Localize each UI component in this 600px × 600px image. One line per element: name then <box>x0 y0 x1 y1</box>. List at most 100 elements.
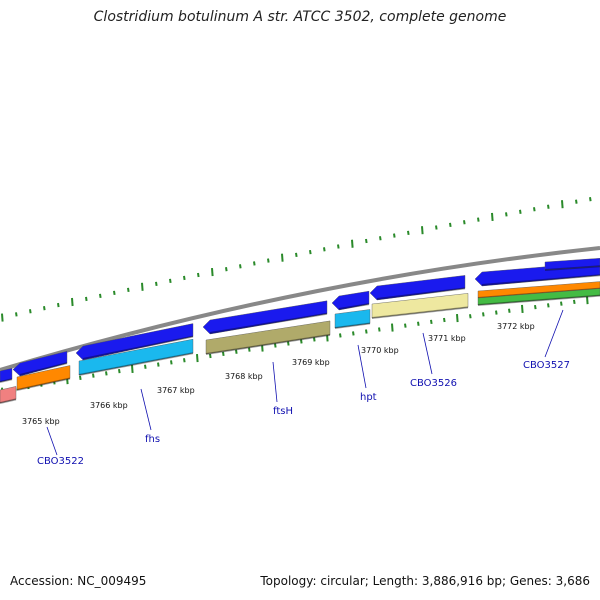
ruler-tick-label: 3766 kbp <box>90 401 128 410</box>
gc-tick <box>449 222 452 227</box>
gene-label[interactable]: hpt <box>360 392 377 403</box>
gc-tick <box>573 299 576 305</box>
gene-labels[interactable]: CBO3522 fhs ftsH hpt CBO3526 CBO3527 <box>37 309 570 467</box>
gene-ftsH-shade <box>205 333 331 355</box>
cds-2[interactable] <box>12 350 68 377</box>
gc-tick <box>521 304 524 314</box>
ruler-tick-label: 3772 kbp <box>497 322 535 331</box>
gc-tick <box>274 343 277 348</box>
cds-4[interactable] <box>202 300 328 335</box>
cds-1-shade <box>0 378 13 383</box>
gene-fhs[interactable] <box>78 338 194 376</box>
gc-tick <box>430 319 433 324</box>
gc-tick <box>407 230 410 236</box>
gc-tick <box>365 238 368 244</box>
gene-leader-line <box>140 388 152 431</box>
gc-tick <box>323 247 326 252</box>
cds-6[interactable] <box>369 275 466 301</box>
gene-CBO3527-b-shade <box>477 294 600 306</box>
gc-tick <box>534 305 537 310</box>
cds-6-shade <box>376 287 466 300</box>
gc-tick <box>495 310 498 315</box>
gc-tick <box>393 233 396 238</box>
gc-tick <box>456 314 459 323</box>
gc-tick <box>253 261 256 266</box>
gc-tick <box>183 275 186 281</box>
gene-CBO3526[interactable] <box>371 293 469 319</box>
gc-tick <box>57 302 60 308</box>
gc-tick <box>222 351 225 356</box>
gene-CBO3527-a[interactable] <box>477 281 600 299</box>
gc-tick <box>417 321 420 326</box>
ruler-tick-label: 3768 kbp <box>225 372 263 381</box>
gene-hpt[interactable] <box>334 309 371 329</box>
ruler-tick-label: 3765 kbp <box>22 417 60 426</box>
gene-label[interactable]: ftsH <box>273 406 293 417</box>
cds-5[interactable] <box>331 290 370 311</box>
gc-tick <box>170 360 173 365</box>
gc-tick <box>586 296 589 305</box>
accession-text: Accession: NC_009495 <box>10 574 147 588</box>
gene-pink[interactable] <box>0 386 17 404</box>
gc-tick <box>92 373 95 378</box>
gene-CBO3526-shade <box>371 306 469 319</box>
cds-2-shade <box>19 362 68 376</box>
gene-leader-line <box>544 309 564 358</box>
gc-tick <box>239 264 242 269</box>
ruler-tick-label: 3771 kbp <box>428 334 466 343</box>
gene-label[interactable]: fhs <box>145 434 160 445</box>
gene-label[interactable]: CBO3522 <box>37 456 84 467</box>
gc-tick <box>589 197 592 202</box>
gc-tick <box>248 347 251 352</box>
gc-tick <box>491 212 494 222</box>
gc-tick <box>99 293 102 299</box>
gc-tick <box>155 281 158 287</box>
gc-tick <box>71 297 74 307</box>
gc-tick <box>519 209 522 214</box>
gc-tick <box>79 375 82 381</box>
gc-tick <box>300 339 303 344</box>
gene-leader-line <box>422 332 433 375</box>
gc-tick <box>505 212 508 217</box>
gene-ftsH[interactable] <box>205 320 331 355</box>
gc-tick <box>144 364 147 369</box>
cds-8-shade <box>544 265 600 271</box>
gc-tick <box>560 301 563 306</box>
gc-tick <box>313 337 316 342</box>
genome-summary: Topology: circular; Length: 3,886,916 bp… <box>260 574 590 588</box>
cds-7-shade <box>481 274 600 286</box>
gc-tick <box>235 349 238 354</box>
gene-label[interactable]: CBO3527 <box>523 360 570 371</box>
gene-pink-shade <box>0 398 17 404</box>
gc-tick <box>196 354 199 363</box>
gc-tick <box>287 341 290 346</box>
cds-8[interactable] <box>544 258 600 271</box>
gc-tick <box>533 207 536 212</box>
gc-content-ticks <box>1 197 592 396</box>
gc-tick <box>209 353 212 359</box>
gc-tick <box>365 329 368 334</box>
gene-label[interactable]: CBO3526 <box>410 378 457 389</box>
gc-tick <box>127 287 130 293</box>
cds-4-shade <box>209 312 328 334</box>
cds-3[interactable] <box>75 323 194 361</box>
gc-tick <box>183 358 186 363</box>
gc-tick <box>575 199 578 204</box>
gc-tick <box>105 371 108 376</box>
cds-1[interactable] <box>0 368 13 383</box>
gc-tick <box>391 323 394 332</box>
gc-tick <box>482 312 485 317</box>
gene-leader-line <box>46 426 58 456</box>
gc-tick <box>547 303 550 308</box>
feature-track[interactable] <box>0 258 600 404</box>
gc-tick <box>477 217 480 222</box>
gc-tick <box>463 220 466 225</box>
gc-tick <box>113 290 116 296</box>
gc-tick <box>118 368 121 374</box>
gene-CBO3527-b[interactable] <box>477 288 600 306</box>
map-title: Clostridium botulinum A str. ATCC 3502, … <box>93 9 507 25</box>
gene-orange[interactable] <box>16 365 71 391</box>
gc-tick <box>15 312 18 317</box>
ruler-tick-label: 3770 kbp <box>361 346 399 355</box>
